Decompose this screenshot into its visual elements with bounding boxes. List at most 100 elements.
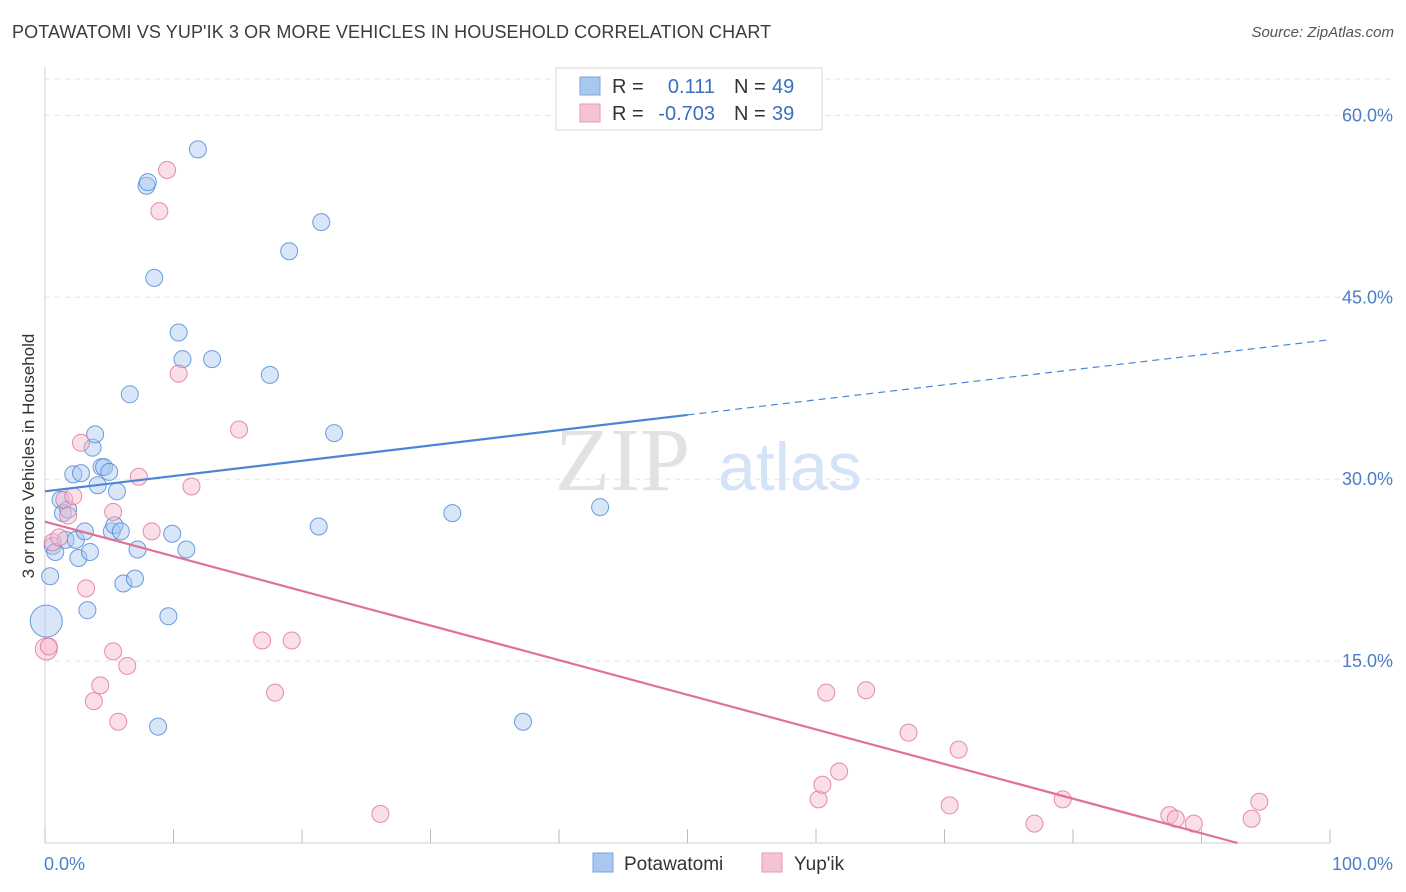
legend-swatch-potawatomi [579,76,601,96]
yupik-point-25 [371,804,390,823]
pota-point-16 [86,425,105,444]
yupik-trend [44,520,1238,845]
potawatomi-points [29,140,610,736]
y-tick-labels: 15.0% 30.0% 45.0% 60.0% [1342,105,1393,671]
yupik-point-34 [1025,814,1044,833]
pota-point-40 [260,365,279,384]
pota-point-33 [159,607,178,626]
pota-point-30 [138,173,157,192]
pota-point-27 [125,569,144,588]
pota-point-5 [53,504,72,523]
watermark-zip: ZIP [555,411,690,510]
yupik-point-24 [282,631,301,650]
trend-lines [44,339,1331,845]
legend-n-label-1: N = [734,76,766,98]
yupik-point-28 [817,683,836,702]
y-tick-label-2: 45.0% [1342,287,1393,307]
yupik-point-8 [77,579,96,598]
legend-r-value-1: 0.111 [668,76,715,98]
pota-point-13 [78,601,97,620]
yupik-point-6 [64,487,83,506]
yupik-point-26 [809,790,828,809]
legend-n-value-2: 39 [772,103,794,125]
yupik-point-27 [813,775,832,794]
yupik-point-15 [129,467,148,486]
pota-point-7 [59,500,78,519]
yupik-point-14 [118,656,137,675]
pota-point-37 [177,540,196,559]
pota-point-31 [145,268,164,287]
yupik-point-20 [182,477,201,496]
bottom-legend-potawatomi: Potawatomi [624,854,723,875]
yupik-point-1 [39,637,58,656]
pota-point-32 [149,717,168,736]
potawatomi-trend-dashed [687,339,1331,416]
pota-point-10 [69,549,88,568]
yupik-point-23 [266,683,285,702]
y-tick-label-1: 30.0% [1342,469,1393,489]
x-tick-label-1: 100.0% [1332,854,1393,874]
pota-point-43 [312,213,331,232]
pota-point-38 [188,140,207,159]
yupik-point-18 [158,160,177,179]
pota-point-24 [111,522,130,541]
yupik-point-13 [109,712,128,731]
yupik-point-10 [91,676,110,695]
yupik-point-7 [71,433,90,452]
pota-point-41 [280,242,299,261]
yupik-point-32 [940,796,959,815]
yupik-point-31 [899,723,918,742]
pota-point-8 [64,465,83,484]
pota-point-26 [120,385,139,404]
yupik-point-11 [104,502,123,521]
pota-point-1 [41,567,60,586]
pota-point-15 [83,438,102,457]
pota-point-36 [173,350,192,369]
legend-r-value-2: -0.703 [658,103,715,125]
y-tick-label-3: 60.0% [1342,105,1393,125]
pota-point-44 [325,424,344,443]
pota-point-14 [80,542,99,561]
legend-r-label-2: R = [612,103,644,125]
x-tick-labels: 0.0% 100.0% [44,854,1393,874]
yupik-point-9 [84,692,103,711]
yupik-point-16 [142,522,161,541]
pota-point-45 [443,504,462,523]
legend-n-value-1: 49 [772,76,794,98]
watermark-atlas: atlas [718,429,862,505]
bottom-legend-swatch-yupik [761,852,783,873]
yupik-point-5 [59,506,78,525]
grid-lines [45,78,1392,662]
pota-point-28 [128,540,147,559]
bottom-legend: Potawatomi Yup'ik [592,852,845,875]
pota-point-34 [163,524,182,543]
yupik-point-3 [50,528,69,547]
bottom-legend-swatch-potawatomi [592,852,614,873]
legend-box: R = 0.111 N = 49 R = -0.703 N = 39 [555,67,823,131]
pota-point-11 [71,464,90,483]
yupik-point-17 [150,202,169,221]
legend-n-label-2: N = [734,103,766,125]
yupik-point-40 [1250,792,1269,811]
pota-point-25 [114,574,133,593]
pota-point-19 [95,458,114,477]
yupik-points [34,160,1269,833]
pota-point-39 [203,350,222,369]
legend-r-label-1: R = [612,76,644,98]
chart-title: POTAWATOMI VS YUP'IK 3 OR MORE VEHICLES … [12,22,772,42]
pota-point-42 [309,517,328,536]
pota-point-23 [107,482,126,501]
pota-point-35 [169,323,188,342]
yupik-point-39 [1242,809,1261,828]
x-tick-label-0: 0.0% [44,854,85,874]
yupik-point-19 [169,364,188,383]
yupik-point-33 [949,740,968,759]
pota-point-20 [100,462,119,481]
axes [44,67,1331,844]
source-label: Source: ZipAtlas.com [1251,24,1394,41]
y-axis-title: 3 or more Vehicles in Household [19,334,38,579]
pota-point-0 [29,604,63,638]
yupik-point-21 [230,420,249,439]
pota-point-46 [514,712,533,731]
